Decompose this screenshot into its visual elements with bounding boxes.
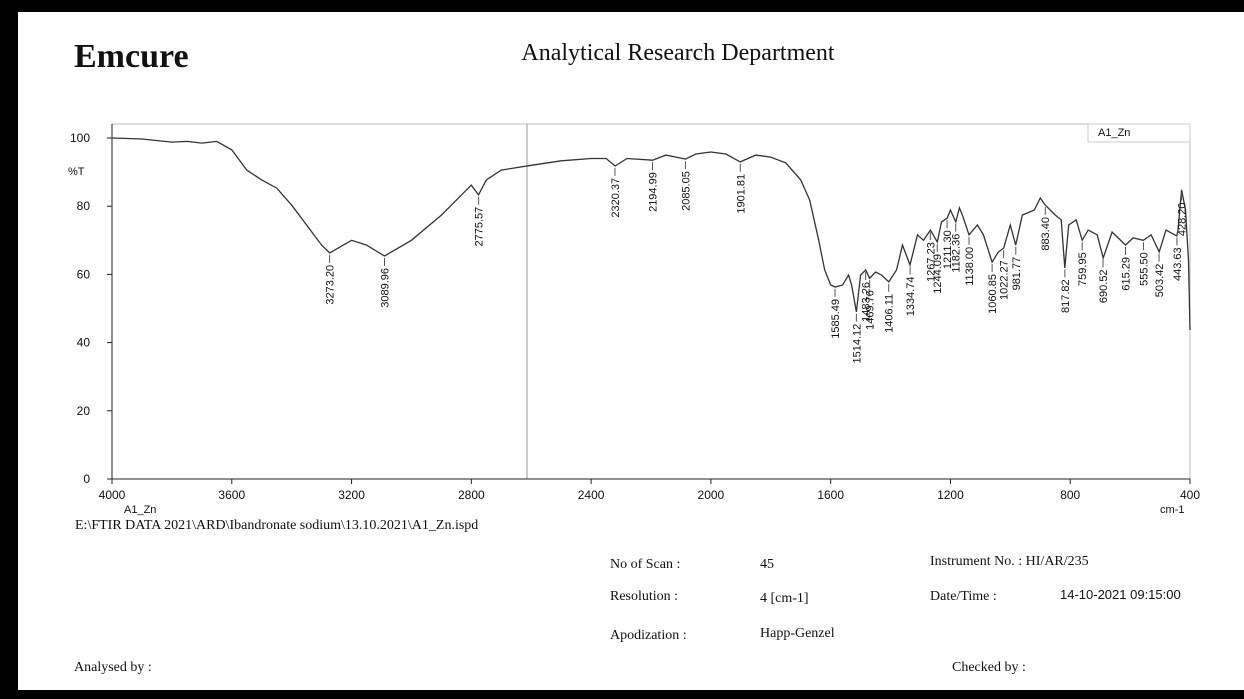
peak-label: 883.40 bbox=[1040, 217, 1052, 251]
peak-label: 1211.30 bbox=[942, 230, 954, 269]
peak-label: 817.82 bbox=[1060, 279, 1072, 313]
scan-value: 45 bbox=[760, 557, 774, 572]
resolution-value: 4 [cm-1] bbox=[760, 591, 809, 606]
peak-label: 1182.36 bbox=[951, 234, 963, 273]
peak-label: 1022.27 bbox=[999, 260, 1011, 300]
x-tick-label: 4000 bbox=[99, 488, 126, 502]
y-unit: %T bbox=[68, 166, 85, 178]
peak-label: 3089.96 bbox=[380, 268, 392, 308]
y-tick-label: 20 bbox=[77, 404, 91, 418]
checked-by: Checked by : bbox=[952, 660, 1026, 675]
y-tick-label: 60 bbox=[77, 267, 91, 281]
y-tick-label: 40 bbox=[77, 336, 91, 350]
x-tick-label: 2800 bbox=[458, 488, 485, 502]
x-tick-label: 2400 bbox=[578, 488, 605, 502]
x-tick-label: 1200 bbox=[937, 488, 964, 502]
peak-label: 555.50 bbox=[1138, 252, 1150, 286]
resolution-label: Resolution : bbox=[610, 589, 678, 604]
peak-label: 1267.23 bbox=[925, 242, 937, 282]
spectrum-line bbox=[111, 137, 1191, 331]
peak-label: 981.77 bbox=[1011, 257, 1023, 291]
peak-label: 1514.12 bbox=[851, 324, 863, 364]
x-unit: cm-1 bbox=[1160, 504, 1184, 516]
x-tick-label: 3200 bbox=[338, 488, 365, 502]
peak-label: 2194.99 bbox=[648, 172, 660, 212]
peak-label: 1138.00 bbox=[964, 247, 976, 286]
x-tick-label: 400 bbox=[1180, 488, 1200, 502]
peak-label: 443.63 bbox=[1172, 247, 1184, 281]
peak-label: 2320.37 bbox=[610, 178, 622, 218]
peak-label: 1244.09 bbox=[932, 254, 944, 294]
peak-label: 1060.85 bbox=[987, 274, 999, 314]
apodization-label: Apodization : bbox=[610, 628, 687, 643]
instrument: Instrument No. : HI/AR/235 bbox=[930, 554, 1089, 569]
x-tick-label: 1600 bbox=[817, 488, 844, 502]
peak-label: 615.29 bbox=[1121, 257, 1133, 291]
department: Analytical Research Department bbox=[521, 40, 835, 66]
paper bbox=[18, 12, 1244, 690]
legend-box bbox=[1087, 123, 1191, 143]
peak-label: 1585.49 bbox=[830, 299, 842, 339]
y-tick-label: 0 bbox=[83, 472, 90, 486]
peak-label: 1406.11 bbox=[884, 294, 896, 333]
peak-label: 2085.05 bbox=[680, 171, 692, 211]
x-tick-label: 800 bbox=[1060, 488, 1080, 502]
peak-label: 3273.20 bbox=[325, 265, 337, 305]
peak-label: 503.42 bbox=[1154, 264, 1166, 298]
y-tick-label: 80 bbox=[77, 199, 91, 213]
datetime-value: 14-10-2021 09:15:00 bbox=[1060, 587, 1181, 602]
apodization-value: Happ-Genzel bbox=[760, 626, 835, 641]
peak-label: 1334.74 bbox=[905, 277, 917, 317]
x-tick-label: 2000 bbox=[698, 488, 725, 502]
sample-label: A1_Zn bbox=[124, 504, 156, 516]
scan-label: No of Scan : bbox=[610, 557, 680, 572]
x-tick-label: 3600 bbox=[218, 488, 245, 502]
file-path: E:\FTIR DATA 2021\ARD\Ibandronate sodium… bbox=[75, 518, 478, 533]
company: Emcure bbox=[74, 38, 189, 75]
peak-label: 690.52 bbox=[1098, 269, 1110, 303]
y-tick-label: 100 bbox=[70, 131, 90, 145]
datetime-label: Date/Time : bbox=[930, 589, 997, 604]
peak-label: 1901.81 bbox=[735, 174, 747, 214]
peak-label: 1483.26 bbox=[861, 282, 873, 322]
peak-label: 1469.76 bbox=[865, 290, 877, 330]
analysed-by: Analysed by : bbox=[74, 660, 152, 675]
legend-label: A1_Zn bbox=[1098, 127, 1130, 139]
peak-label: 2775.57 bbox=[474, 207, 486, 247]
peak-label: 428.20 bbox=[1177, 203, 1189, 237]
peak-label: 759.95 bbox=[1077, 252, 1089, 286]
